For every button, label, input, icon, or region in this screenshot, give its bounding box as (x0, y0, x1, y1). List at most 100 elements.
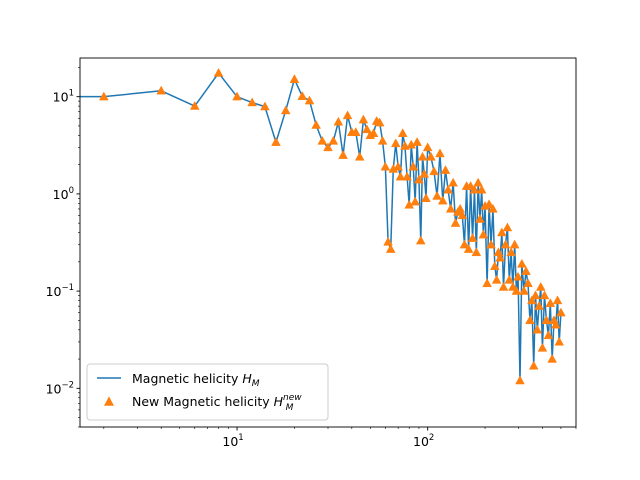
data-point-triangle (504, 274, 515, 284)
data-point-triangle (443, 184, 453, 194)
y-tick-label-base: 10 (46, 381, 62, 396)
data-point-triangle (528, 360, 539, 370)
data-point-triangle (537, 342, 548, 352)
data-point-triangle (502, 222, 513, 232)
data-point-triangle (98, 91, 109, 101)
data-point-triangle (445, 203, 456, 213)
legend-entry-0-text: Magnetic helicity (132, 371, 242, 386)
legend-entry-magnetic-helicity: Magnetic helicity HM (132, 371, 260, 389)
data-point-triangle (419, 168, 430, 178)
data-point-triangle (547, 353, 558, 363)
data-point-triangle (421, 193, 431, 202)
data-point-triangle (402, 171, 412, 181)
data-point-triangle (358, 114, 369, 124)
legend-box (86, 363, 329, 421)
data-point-triangle (552, 295, 563, 305)
data-point-triangle (448, 177, 458, 187)
data-point-triangle (473, 177, 483, 187)
data-point-triangle (534, 301, 544, 310)
legend-triangle-marker (104, 396, 114, 406)
legend-entry-0-symbol: H (242, 371, 252, 386)
data-point-triangle (410, 196, 421, 206)
data-point-triangle (368, 128, 379, 137)
data-point-triangle (495, 252, 505, 262)
x-tick-label-base: 10 (222, 434, 238, 449)
data-point-triangle (469, 184, 480, 194)
data-point-triangle (260, 101, 270, 111)
data-point-triangle (289, 74, 300, 83)
data-point-triangle (304, 95, 315, 105)
data-point-triangle (408, 161, 419, 171)
legend-entry-1-superscript: new (283, 393, 302, 403)
data-point-triangle (535, 281, 546, 291)
x-tick-label: 102 (413, 433, 434, 449)
x-tick-label-base: 10 (413, 434, 429, 449)
data-point-triangle (457, 210, 468, 220)
x-axis: 101 102 (103, 427, 577, 449)
data-point-triangle (417, 151, 428, 161)
y-tick-label: 10−2 (46, 380, 74, 396)
data-point-triangle (486, 239, 496, 249)
data-point-triangle (323, 142, 333, 152)
data-point-triangle (189, 100, 200, 110)
data-point-triangle (232, 91, 242, 101)
data-point-triangle (437, 195, 448, 205)
data-point-triangle (539, 290, 550, 300)
data-point-triangle (554, 336, 565, 346)
data-point-triangle (491, 274, 502, 284)
data-point-triangle (515, 375, 525, 385)
data-point-triangle (478, 229, 489, 239)
data-point-triangle (429, 166, 439, 176)
data-point-triangle (415, 235, 426, 245)
data-point-triangle (482, 278, 492, 288)
y-tick-label-base: 10 (46, 284, 62, 299)
data-point-triangle (550, 319, 561, 329)
data-point-triangle (440, 165, 451, 174)
legend-entry-1-symbol: H (274, 394, 284, 409)
data-point-triangle (521, 266, 531, 275)
data-point-triangle (390, 138, 401, 148)
data-point-triangle (280, 105, 291, 115)
data-point-triangle (338, 150, 348, 159)
legend-entry-new-magnetic-helicity: New Magnetic helicity Hnew M (132, 393, 302, 413)
data-point-triangle (297, 91, 308, 100)
y-tick-label-base: 10 (53, 187, 69, 202)
legend-entry-0-subscript: M (252, 379, 260, 389)
data-point-triangle (385, 244, 396, 253)
series-layer (80, 67, 566, 385)
data-point-triangle (506, 247, 516, 257)
data-point-triangle (383, 236, 393, 246)
data-point-triangle (374, 117, 385, 127)
data-point-triangle (488, 203, 498, 213)
y-tick-label: 100 (53, 186, 74, 202)
legend: Magnetic helicity HM New Magnetic helici… (86, 363, 329, 421)
data-point-triangle (500, 239, 511, 249)
data-point-triangle (362, 124, 372, 134)
data-point-triangle (397, 128, 408, 137)
data-point-triangle (509, 239, 520, 249)
y-tick-label: 10−1 (46, 283, 74, 299)
data-point-triangle (497, 227, 507, 237)
data-point-triangle (489, 261, 500, 270)
data-point-triangle (213, 67, 224, 77)
data-point-triangle (541, 315, 552, 325)
data-point-triangle (422, 142, 433, 152)
data-point-triangle (342, 110, 353, 120)
data-point-triangle (247, 97, 257, 107)
data-point-triangle (393, 161, 403, 171)
data-point-triangle (432, 190, 442, 200)
series-markers-new-magnetic-helicity (98, 67, 566, 385)
data-point-triangle (311, 119, 321, 129)
x-tick-label-exponent: 1 (238, 433, 243, 443)
data-point-triangle (271, 137, 281, 146)
data-point-triangle (156, 85, 167, 95)
data-point-triangle (525, 315, 535, 325)
data-point-triangle (498, 281, 509, 291)
data-point-triangle (530, 290, 541, 300)
data-point-triangle (467, 233, 478, 242)
data-point-triangle (380, 161, 391, 171)
x-tick-label: 101 (222, 433, 243, 449)
